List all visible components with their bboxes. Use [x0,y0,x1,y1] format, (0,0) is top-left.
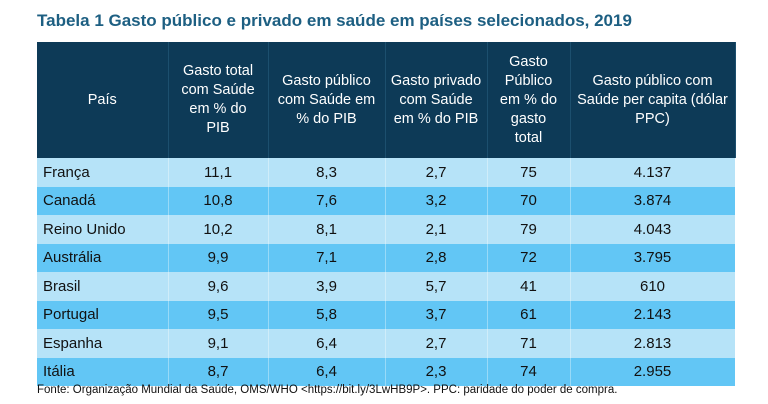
value-cell: 10,8 [168,186,269,215]
column-header: Gasto público com Saúde em % do PIB [268,42,386,158]
value-cell: 2,7 [385,158,488,187]
country-cell: Itália [37,357,169,386]
value-cell: 70 [487,186,571,215]
value-cell: 9,5 [168,300,269,329]
value-cell: 2,3 [385,357,488,386]
value-cell: 7,6 [268,186,386,215]
value-cell: 3.874 [570,186,736,215]
country-cell: Canadá [37,186,169,215]
country-cell: Brasil [37,272,169,301]
value-cell: 2,8 [385,243,488,272]
value-cell: 72 [487,243,571,272]
value-cell: 9,9 [168,243,269,272]
value-cell: 4.043 [570,215,736,244]
health-spending-table: País Gasto total com Saúde em % do PIB Gas… [37,42,736,386]
value-cell: 2,7 [385,329,488,358]
source-note: Fonte: Organização Mundial da Saúde, OMS… [37,384,618,396]
table-row: Espanha 9,1 6,4 2,7 71 2.813 [37,329,736,358]
table-body: França 11,1 8,3 2,7 75 4.137 Canadá 10,8 7,6 3,2 7… [37,158,736,386]
table-row: França 11,1 8,3 2,7 75 4.137 [37,158,736,187]
value-cell: 74 [487,357,571,386]
table-row: Canadá 10,8 7,6 3,2 70 3.874 [37,186,736,215]
country-cell: Portugal [37,300,169,329]
value-cell: 5,8 [268,300,386,329]
column-header: Gasto privado com Saúde em % do PIB [385,42,488,158]
value-cell: 75 [487,158,571,187]
value-cell: 2.813 [570,329,736,358]
value-cell: 11,1 [168,158,269,187]
column-header: Gasto Público em % do gasto total [487,42,571,158]
value-cell: 6,4 [268,357,386,386]
value-cell: 2,1 [385,215,488,244]
table-row: Itália 8,7 6,4 2,3 74 2.955 [37,357,736,386]
value-cell: 2.143 [570,300,736,329]
value-cell: 3.795 [570,243,736,272]
value-cell: 3,9 [268,272,386,301]
value-cell: 8,1 [268,215,386,244]
column-header: Gasto público com Saúde per capita (dóla… [570,42,736,158]
column-header: País [37,42,169,158]
value-cell: 2.955 [570,357,736,386]
value-cell: 3,2 [385,186,488,215]
table-row: Austrália 9,9 7,1 2,8 72 3.795 [37,243,736,272]
value-cell: 4.137 [570,158,736,187]
value-cell: 61 [487,300,571,329]
value-cell: 3,7 [385,300,488,329]
value-cell: 8,3 [268,158,386,187]
value-cell: 6,4 [268,329,386,358]
value-cell: 9,6 [168,272,269,301]
value-cell: 10,2 [168,215,269,244]
value-cell: 5,7 [385,272,488,301]
header-row: País Gasto total com Saúde em % do PIB Gas… [37,42,736,158]
table-title: Tabela 1 Gasto público e privado em saúd… [37,11,632,30]
table-row: Reino Unido 10,2 8,1 2,1 79 4.043 [37,215,736,244]
column-header: Gasto total com Saúde em % do PIB [168,42,269,158]
value-cell: 41 [487,272,571,301]
table-row: Portugal 9,5 5,8 3,7 61 2.143 [37,300,736,329]
value-cell: 8,7 [168,357,269,386]
value-cell: 79 [487,215,571,244]
value-cell: 71 [487,329,571,358]
value-cell: 610 [570,272,736,301]
country-cell: Espanha [37,329,169,358]
country-cell: França [37,158,169,187]
value-cell: 7,1 [268,243,386,272]
value-cell: 9,1 [168,329,269,358]
country-cell: Austrália [37,243,169,272]
table-row: Brasil 9,6 3,9 5,7 41 610 [37,272,736,301]
country-cell: Reino Unido [37,215,169,244]
